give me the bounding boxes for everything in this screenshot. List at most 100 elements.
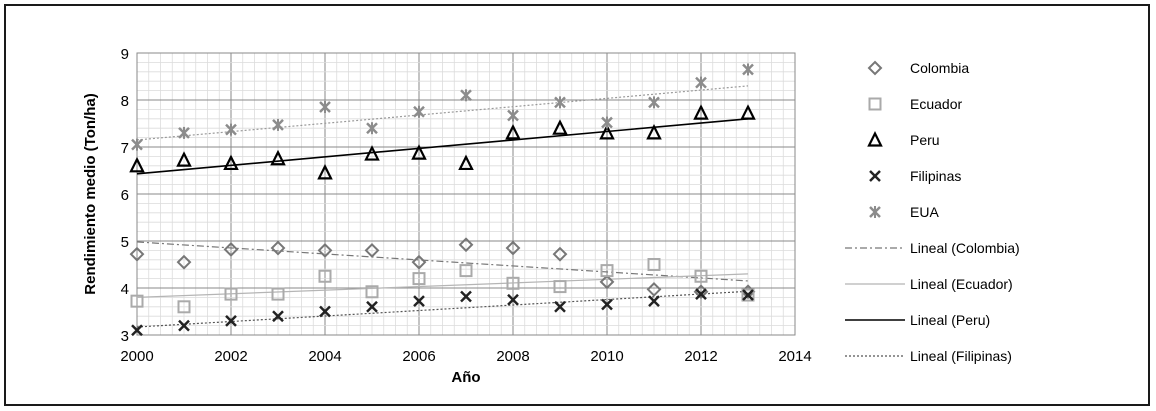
point-ecuador [412,272,426,286]
point-ecuador [647,258,661,271]
y-tick-label: 8 [121,93,129,110]
point-colombia [411,254,427,270]
legend-label: Colombia [910,60,969,76]
legend-label: Lineal (Ecuador) [910,276,1013,292]
point-ecuador [318,269,332,283]
point-peru [552,119,568,135]
point-eua [507,109,519,122]
point-ecuador [177,300,191,314]
x-tick-label: 2014 [778,348,811,365]
y-tick-label: 4 [121,281,129,298]
point-peru [129,156,145,173]
point-filipinas [460,290,472,303]
point-colombia [646,281,662,297]
point-filipinas [413,295,425,308]
point-peru [505,123,521,140]
point-ecuador [694,269,708,283]
point-colombia [599,274,615,290]
point-filipinas [648,295,660,308]
point-eua [413,105,425,118]
point-colombia [129,246,145,262]
point-ecuador [224,287,238,301]
x-tick-label: 2008 [496,348,529,365]
point-eua [460,89,472,102]
point-ecuador [506,276,520,290]
point-ecuador [553,280,567,294]
point-ecuador [130,294,144,308]
point-colombia [176,254,192,270]
x-axis-title: Año [451,369,480,386]
point-peru [740,104,756,120]
legend-marker-eua [869,206,881,218]
legend-marker-ecuador [868,97,882,111]
point-eua [178,126,190,139]
point-colombia [317,242,333,258]
legend-label: EUA [910,204,939,220]
point-colombia [270,240,286,256]
y-axis-title: Rendimiento medio (Ton/ha) [82,93,99,294]
point-filipinas [131,324,143,337]
x-tick-label: 2010 [590,348,623,365]
y-tick-label: 9 [121,46,129,63]
trendline-0 [136,241,749,282]
y-tick-label: 7 [121,140,129,157]
point-peru [646,123,662,140]
y-tick-label: 6 [121,187,129,204]
plot-border [136,52,796,336]
legend-label: Lineal (Colombia) [910,240,1020,256]
legend-marker-filipinas [869,170,881,182]
legend-label: Peru [910,132,940,148]
point-ecuador [741,288,755,302]
x-tick-label: 2000 [120,348,153,365]
x-tick-label: 2012 [684,348,717,365]
point-eua [601,116,613,129]
point-peru [599,123,615,140]
point-peru [411,144,427,160]
point-eua [742,63,754,76]
point-filipinas [225,315,237,327]
point-filipinas [366,300,378,313]
point-peru [223,154,239,171]
point-peru [176,151,192,167]
legend-label: Ecuador [910,96,962,112]
legend-label: Filipinas [910,168,961,184]
point-filipinas [742,289,754,301]
point-eua [695,76,707,89]
point-ecuador [271,287,285,301]
point-filipinas [272,310,284,323]
point-colombia [364,242,380,258]
legend-marker-colombia [867,60,883,76]
point-eua [225,123,237,136]
point-filipinas [695,288,707,300]
point-eua [366,122,378,135]
point-filipinas [178,319,190,332]
point-peru [364,145,380,161]
point-eua [554,96,566,109]
point-colombia [458,237,474,253]
point-colombia [552,246,568,262]
chart-frame [4,4,1150,406]
legend: Colombia Ecuador Peru Filipinas EUA Lineal (C… [845,60,1020,364]
point-colombia [223,242,239,257]
point-filipinas [319,305,331,318]
point-eua [319,101,331,114]
point-eua [272,118,284,131]
point-peru [693,104,709,120]
point-peru [458,154,474,171]
trendline-1 [136,273,749,298]
point-peru [270,149,286,166]
point-filipinas [507,293,519,306]
x-tick-label: 2004 [308,348,341,365]
point-filipinas [554,300,566,313]
y-tick-label: 5 [121,234,129,251]
legend-label: Lineal (Peru) [910,312,990,328]
legend-marker-peru [867,131,883,147]
point-ecuador [600,264,614,278]
point-filipinas [601,298,613,311]
point-eua [131,138,143,151]
point-colombia [505,240,521,256]
y-tick-label: 3 [121,328,129,345]
trendline-2 [136,118,749,175]
point-ecuador [365,285,379,299]
